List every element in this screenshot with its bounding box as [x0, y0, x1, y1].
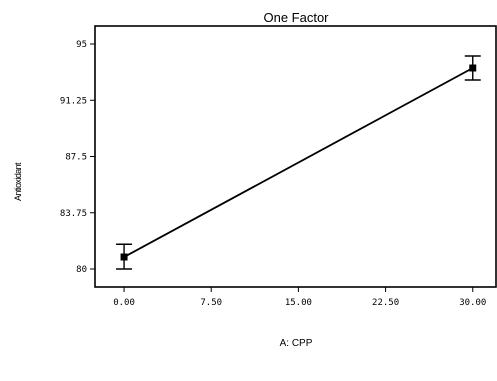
y-tick-label: 87.5: [65, 153, 87, 163]
y-axis-ticks: 80 83.75 87.5 91.25 95: [60, 40, 95, 275]
x-tick-label: 7.50: [200, 298, 222, 308]
x-axis-ticks: 0.00 7.50 15.00 22.50 30.00: [113, 287, 486, 308]
series-line: [123, 67, 474, 258]
y-tick-label: 95: [76, 40, 87, 50]
plot-frame: [94, 25, 497, 288]
chart-title: One Factor: [263, 10, 329, 25]
x-tick-label: 15.00: [285, 298, 312, 308]
y-tick-label: 83.75: [60, 209, 87, 219]
y-axis-label: Antioxidant: [13, 162, 23, 201]
x-tick-label: 22.50: [372, 298, 399, 308]
y-tick-label: 80: [76, 265, 87, 275]
data-point: [469, 64, 477, 72]
x-axis-label: A: CPP: [280, 338, 313, 349]
y-tick-label: 91.25: [60, 96, 87, 106]
series-layer: [116, 55, 481, 270]
x-tick-label: 30.00: [459, 298, 486, 308]
data-point: [120, 253, 128, 261]
x-tick-label: 0.00: [113, 298, 135, 308]
